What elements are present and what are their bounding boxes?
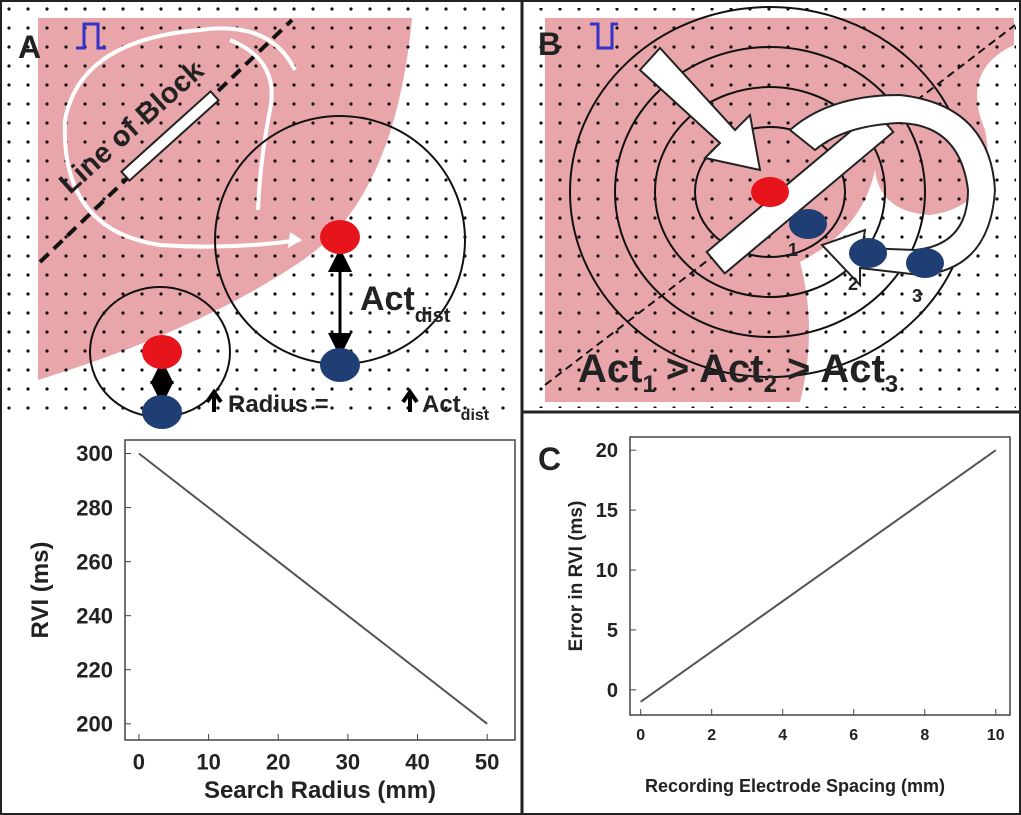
separator: > xyxy=(787,347,810,391)
x-tick-label: 4 xyxy=(778,727,787,744)
act: Act xyxy=(699,347,763,391)
x-tick-label: 10 xyxy=(987,727,1005,744)
x-tick-label: 50 xyxy=(475,750,499,775)
x-tick-label: 0 xyxy=(636,727,645,744)
y-axis-label: RVI (ms) xyxy=(27,542,54,639)
x-tick-label: 6 xyxy=(849,727,858,744)
y-tick-label: 240 xyxy=(76,603,113,628)
act-sub: dist xyxy=(461,407,490,424)
y-tick-label: 0 xyxy=(607,680,618,702)
y-tick-label: 20 xyxy=(596,440,618,462)
figure: A Line of Block Actdist Radius = Actdist… xyxy=(0,0,1021,815)
blue-electrode xyxy=(849,238,887,268)
y-tick-label: 15 xyxy=(596,500,618,522)
radius-text: Radius = xyxy=(228,391,335,418)
y-tick-label: 280 xyxy=(76,495,113,520)
comparison: Act1>Act2>Act3 xyxy=(578,347,898,398)
panel-a-diagram: A Line of Block Actdist Radius = Actdist xyxy=(5,5,517,429)
y-tick-label: 300 xyxy=(76,441,113,466)
x-tick-label: 0 xyxy=(133,750,145,775)
x-axis-label: Search Radius (mm) xyxy=(204,777,436,804)
y-tick-label: 200 xyxy=(76,711,113,736)
dot-grid xyxy=(5,5,517,425)
blue-electrode xyxy=(906,248,944,278)
y-tick-label: 5 xyxy=(607,620,618,642)
panel-label: C xyxy=(538,441,561,477)
act: Act xyxy=(422,391,461,418)
x-tick-label: 8 xyxy=(920,727,929,744)
act-sub: dist xyxy=(415,305,451,327)
electrode-number: 1 xyxy=(788,240,798,260)
x-tick-label: 40 xyxy=(405,750,429,775)
x-tick-label: 10 xyxy=(196,750,220,775)
blue-electrode xyxy=(320,348,360,382)
x-tick-label: 2 xyxy=(707,727,716,744)
separator: > xyxy=(666,347,689,391)
act: Act xyxy=(820,347,884,391)
y-tick-label: 220 xyxy=(76,657,113,682)
blue-electrode xyxy=(142,395,182,429)
blue-electrode xyxy=(789,209,827,239)
panel-label: A xyxy=(18,29,41,65)
x-axis-label: Recording Electrode Spacing (mm) xyxy=(645,776,945,796)
red-electrode xyxy=(320,220,360,254)
act: Act xyxy=(360,280,415,318)
act: Act xyxy=(578,347,642,391)
act-sub: 2 xyxy=(764,371,777,398)
y-tick-label: 260 xyxy=(76,549,113,574)
x-tick-label: 30 xyxy=(336,750,360,775)
electrode-number: 2 xyxy=(848,274,858,294)
panel-b-diagram: 1 2 3 B Act1>Act2>Act3 xyxy=(528,7,1016,408)
x-tick-label: 20 xyxy=(266,750,290,775)
act-sub: 3 xyxy=(885,371,898,398)
y-axis-label: Error in RVI (ms) xyxy=(566,501,587,652)
act-sub: 1 xyxy=(642,371,655,398)
red-electrode xyxy=(751,177,789,207)
red-electrode xyxy=(142,335,182,369)
electrode-number: 3 xyxy=(912,286,922,306)
y-tick-label: 10 xyxy=(596,560,618,582)
panel-label: B xyxy=(538,26,561,62)
